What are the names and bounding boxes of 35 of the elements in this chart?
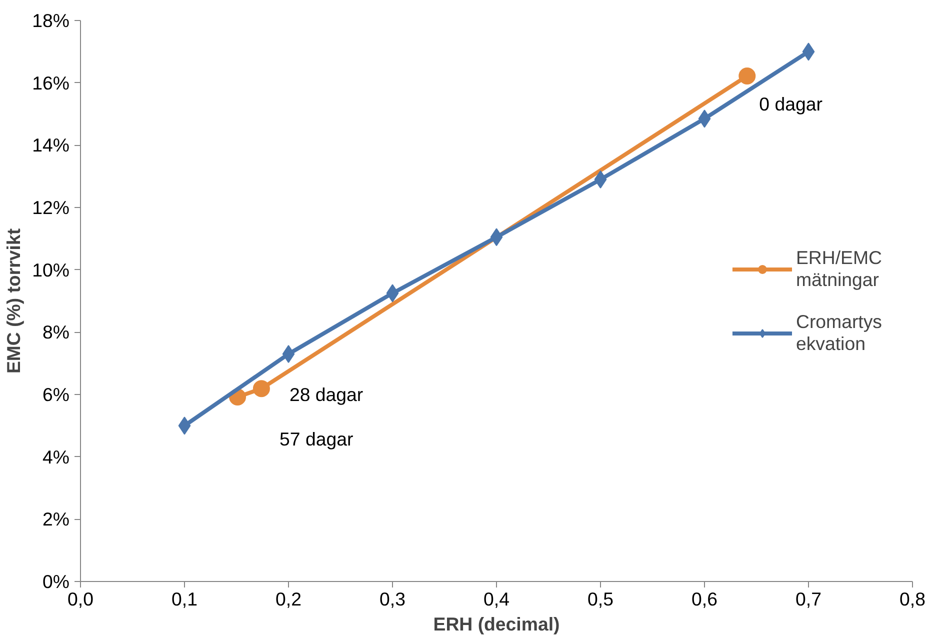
x-tick-label: 0,1 (172, 588, 198, 610)
y-tick-label: 18% (32, 10, 70, 31)
y-tick-label: 8% (42, 322, 70, 343)
point (738, 67, 756, 84)
x-tick-label: 0,2 (276, 588, 302, 610)
legend-label: ERH/EMC mätningar (796, 246, 882, 290)
point (594, 170, 607, 188)
point (282, 344, 295, 363)
x-tick-label: 0,8 (900, 588, 926, 610)
point (698, 110, 711, 128)
y-tick-label: 4% (42, 446, 70, 468)
y-tick-label: 10% (32, 259, 70, 280)
x-axis-title: ERH (decimal) (433, 614, 560, 634)
x-tick-label: 0,4 (484, 588, 510, 610)
annotation: 0 dagar (759, 93, 822, 114)
x-tick-label: 0,0 (68, 588, 94, 610)
legend-label: Cromartys ekvation (796, 310, 882, 354)
point (178, 416, 191, 435)
point (802, 42, 815, 61)
annotation: 28 dagar (289, 384, 364, 406)
y-tick-label: 0% (42, 571, 70, 592)
x-tick-label: 0,3 (380, 588, 406, 610)
annotation: 57 dagar (280, 428, 354, 450)
point (252, 380, 270, 398)
x-tick-label: 0,5 (588, 588, 614, 610)
x-tick-label: 0,6 (692, 588, 718, 610)
x-tick-label: 0,7 (796, 588, 822, 610)
y-tick-label: 14% (32, 134, 70, 156)
point (490, 228, 503, 246)
y-tick-label: 6% (42, 384, 70, 405)
y-tick-label: 2% (42, 508, 70, 530)
y-tick-label: 12% (32, 197, 70, 218)
y-axis-title: EMC (%) torrvikt (3, 228, 24, 374)
y-tick-label: 16% (32, 72, 70, 94)
point (386, 284, 399, 302)
